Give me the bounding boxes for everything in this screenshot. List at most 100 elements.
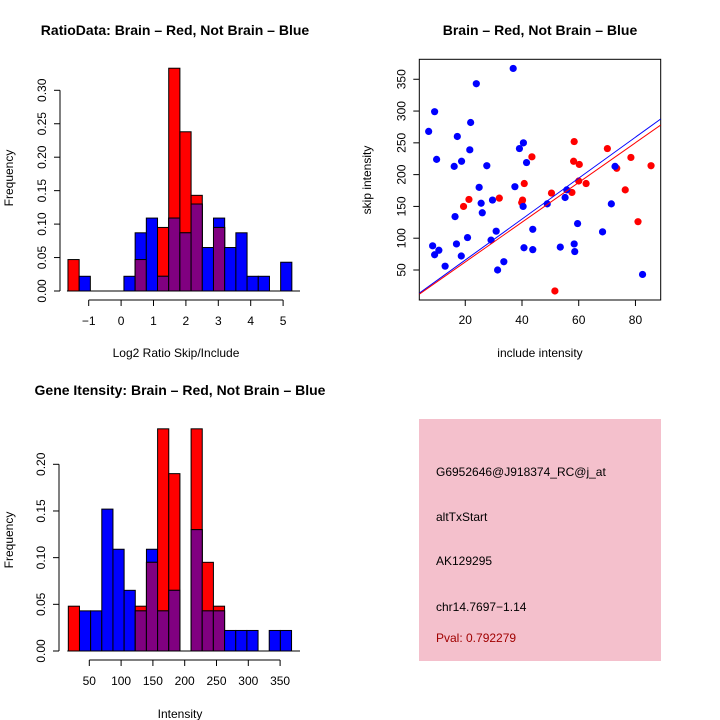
bar-not-brain	[101, 508, 114, 652]
x-tick-label: 80	[629, 313, 643, 327]
bar-overlap	[212, 226, 226, 292]
fit-line-not-brain	[419, 118, 661, 294]
point-brain	[518, 196, 527, 204]
intensity-scatter-ylabel: skip intensity	[360, 146, 374, 215]
y-tick-label: 350	[394, 69, 408, 89]
bar-overlap	[145, 561, 159, 652]
bar-overlap	[190, 203, 203, 292]
intensity-scatter: Brain – Red, Not Brain – Blue include in…	[360, 22, 662, 360]
point-not-brain	[487, 236, 495, 244]
point-brain	[520, 179, 528, 188]
bar-not-brain	[112, 548, 125, 652]
bar-not-brain	[123, 589, 136, 652]
gene-intensity-histogram-ylabel: Frequency	[2, 512, 16, 569]
intensity-scatter-xlabel: include intensity	[497, 346, 582, 360]
point-not-brain	[493, 266, 502, 274]
bar-brain	[67, 605, 80, 652]
y-tick-label: 0.30	[35, 78, 49, 102]
bar-overlap	[168, 589, 181, 652]
point-not-brain	[500, 258, 508, 266]
x-tick-label: 300	[238, 674, 258, 688]
point-not-brain	[522, 158, 531, 167]
bar-not-brain	[224, 629, 237, 652]
point-not-brain	[519, 139, 528, 147]
point-brain	[634, 218, 642, 226]
point-not-brain	[556, 243, 564, 251]
bar-brain	[67, 259, 80, 292]
y-tick-label: 0.05	[34, 592, 48, 616]
gene-intensity-histogram: Gene Itensity: Brain – Red, Not Brain – …	[2, 382, 326, 720]
bar-not-brain	[224, 247, 237, 292]
x-tick-label: −1	[82, 314, 96, 328]
x-tick-label: 50	[83, 674, 97, 688]
bar-overlap	[168, 217, 181, 292]
point-not-brain	[457, 252, 465, 260]
point-not-brain	[492, 227, 500, 235]
point-not-brain	[529, 246, 537, 254]
bar-not-brain	[78, 275, 91, 292]
point-brain	[528, 153, 536, 161]
point-not-brain	[573, 219, 582, 228]
x-tick-label: 4	[247, 314, 254, 328]
point-not-brain	[451, 212, 459, 221]
point-not-brain	[483, 162, 491, 170]
point-not-brain	[520, 244, 528, 252]
point-not-brain	[450, 162, 458, 170]
point-not-brain	[570, 240, 578, 248]
point-not-brain	[561, 193, 569, 202]
p-value: Pval: 0.792279	[436, 631, 516, 645]
bar-overlap	[179, 232, 192, 292]
event-type: altTxStart	[436, 510, 488, 524]
bar-not-brain	[78, 610, 92, 652]
x-tick-label: 200	[175, 674, 195, 688]
point-not-brain	[598, 228, 607, 236]
bar-not-brain	[257, 275, 270, 292]
x-tick-label: 250	[206, 674, 226, 688]
point-not-brain	[466, 146, 474, 154]
bar-overlap	[201, 610, 214, 652]
bar-not-brain	[268, 629, 281, 652]
point-not-brain	[467, 118, 475, 127]
bar-not-brain	[279, 629, 293, 652]
bar-overlap	[157, 275, 170, 292]
point-not-brain	[478, 209, 486, 217]
point-not-brain	[425, 127, 433, 135]
bar-not-brain	[123, 275, 136, 292]
intensity-scatter-title: Brain – Red, Not Brain – Blue	[443, 22, 638, 38]
point-not-brain	[607, 200, 615, 208]
point-not-brain	[457, 157, 466, 165]
y-tick-label: 0.00	[35, 279, 49, 303]
point-not-brain	[431, 108, 439, 116]
x-tick-label: 5	[280, 314, 287, 328]
x-tick-label: 60	[572, 313, 586, 327]
y-tick-label: 0.20	[35, 145, 49, 169]
location: chr14.7697−1.14	[436, 600, 527, 614]
y-tick-label: 0.10	[34, 546, 48, 570]
y-tick-label: 300	[394, 101, 408, 121]
bar-overlap	[134, 610, 147, 652]
plot-frame	[418, 58, 662, 301]
point-not-brain	[511, 183, 519, 191]
point-not-brain	[529, 225, 537, 233]
point-brain	[570, 157, 578, 165]
bar-not-brain	[246, 275, 259, 292]
accession: AK129295	[436, 554, 492, 568]
point-brain	[647, 162, 655, 170]
point-not-brain	[519, 202, 527, 211]
point-not-brain	[453, 132, 461, 141]
x-tick-label: 100	[111, 674, 131, 688]
y-tick-label: 0.15	[34, 499, 48, 523]
x-tick-label: 2	[183, 314, 190, 328]
bar-not-brain	[235, 232, 248, 292]
y-tick-label: 150	[394, 196, 408, 216]
point-not-brain	[571, 247, 579, 256]
point-not-brain	[431, 251, 439, 259]
point-not-brain	[429, 242, 437, 250]
point-brain	[551, 287, 559, 295]
y-tick-label: 50	[394, 263, 408, 277]
point-not-brain	[611, 162, 619, 170]
ratio-histogram-ylabel: Frequency	[2, 150, 16, 207]
bar-overlap	[190, 529, 203, 652]
ratio-histogram-title: RatioData: Brain – Red, Not Brain – Blue	[41, 22, 310, 38]
